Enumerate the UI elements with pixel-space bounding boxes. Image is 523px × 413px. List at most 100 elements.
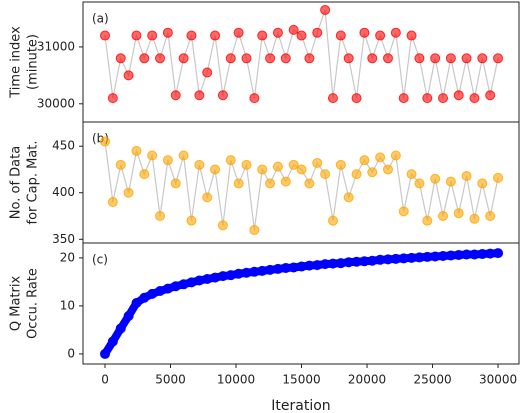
y-axis-label: for Cap. Mat. <box>26 141 41 225</box>
data-point <box>241 159 252 170</box>
data-point <box>233 178 244 189</box>
data-point <box>304 53 315 64</box>
data-point <box>147 30 158 41</box>
data-point <box>359 155 370 166</box>
data-point <box>335 159 346 170</box>
data-point <box>414 53 425 64</box>
data-point <box>367 167 378 178</box>
data-point <box>406 169 417 180</box>
panel-label: (a) <box>92 12 109 26</box>
data-point <box>367 53 378 64</box>
y-axis-label: No. of Data <box>9 146 24 219</box>
data-point <box>100 136 111 147</box>
data-point <box>100 30 111 41</box>
data-point <box>445 176 456 187</box>
data-point <box>123 70 134 81</box>
data-point <box>241 53 252 64</box>
data-point <box>202 192 213 203</box>
data-point <box>155 53 166 64</box>
data-point <box>430 173 441 184</box>
data-point <box>422 215 433 226</box>
data-point <box>249 224 260 235</box>
y-tick-label: 0 <box>67 346 75 360</box>
data-point <box>265 178 276 189</box>
data-point <box>186 30 197 41</box>
data-point <box>438 93 449 104</box>
data-point <box>351 93 362 104</box>
x-axis-label: Iteration <box>271 398 330 413</box>
data-point <box>390 150 401 161</box>
data-point <box>453 208 464 219</box>
data-point <box>115 53 126 64</box>
y-tick-label: 350 <box>52 232 75 246</box>
data-point <box>225 53 236 64</box>
data-point <box>343 192 354 203</box>
plot-frame <box>82 242 520 365</box>
data-point <box>406 30 417 41</box>
data-point <box>485 90 496 101</box>
data-point <box>131 145 142 156</box>
data-point <box>493 248 504 259</box>
x-tick-label: 15000 <box>282 373 320 387</box>
y-tick-label: 30000 <box>37 96 75 110</box>
data-point <box>375 152 386 163</box>
data-point <box>265 53 276 64</box>
data-point <box>390 27 401 38</box>
data-point <box>461 170 472 181</box>
x-tick-label: 5000 <box>155 373 186 387</box>
data-point <box>461 53 472 64</box>
data-point <box>155 211 166 222</box>
data-point <box>131 30 142 41</box>
data-point <box>438 211 449 222</box>
data-point <box>107 336 118 347</box>
data-point <box>477 53 488 64</box>
y-axis-label: Time index <box>9 26 24 99</box>
data-point <box>414 178 425 189</box>
connector-line <box>104 9 499 99</box>
data-point <box>280 176 291 187</box>
data-point <box>312 157 323 168</box>
data-point <box>210 164 221 175</box>
data-point <box>272 27 283 38</box>
data-point <box>398 93 409 104</box>
data-point <box>100 348 111 359</box>
data-point <box>430 53 441 64</box>
data-point <box>170 178 181 189</box>
data-point <box>257 164 268 175</box>
y-axis-label: Q Matrix <box>9 276 24 332</box>
data-point <box>288 159 299 170</box>
data-point <box>296 164 307 175</box>
data-point <box>170 90 181 101</box>
y-tick-label: 450 <box>52 139 75 153</box>
y-tick-label: 31000 <box>37 39 75 53</box>
data-point <box>280 53 291 64</box>
x-tick-label: 25000 <box>413 373 451 387</box>
data-point <box>107 197 118 208</box>
data-point <box>296 30 307 41</box>
data-point <box>162 27 173 38</box>
x-tick-label: 0 <box>101 373 109 387</box>
data-point <box>320 169 331 180</box>
panel-label: (c) <box>92 253 108 267</box>
data-point <box>493 53 504 64</box>
y-axis-label: (minute) <box>26 34 41 90</box>
data-point <box>304 178 315 189</box>
data-point <box>107 93 118 104</box>
data-point <box>123 310 134 321</box>
data-point <box>351 169 362 180</box>
data-point <box>493 172 504 183</box>
data-point <box>178 150 189 161</box>
data-point <box>131 298 142 309</box>
data-point <box>210 30 221 41</box>
data-point <box>327 215 338 226</box>
x-tick-label: 20000 <box>348 373 386 387</box>
data-point <box>194 159 205 170</box>
data-point <box>359 27 370 38</box>
data-point <box>123 187 134 198</box>
data-point <box>194 90 205 101</box>
data-point <box>217 90 228 101</box>
y-tick-label: 20 <box>60 250 75 264</box>
data-point <box>178 53 189 64</box>
x-tick-label: 10000 <box>217 373 255 387</box>
